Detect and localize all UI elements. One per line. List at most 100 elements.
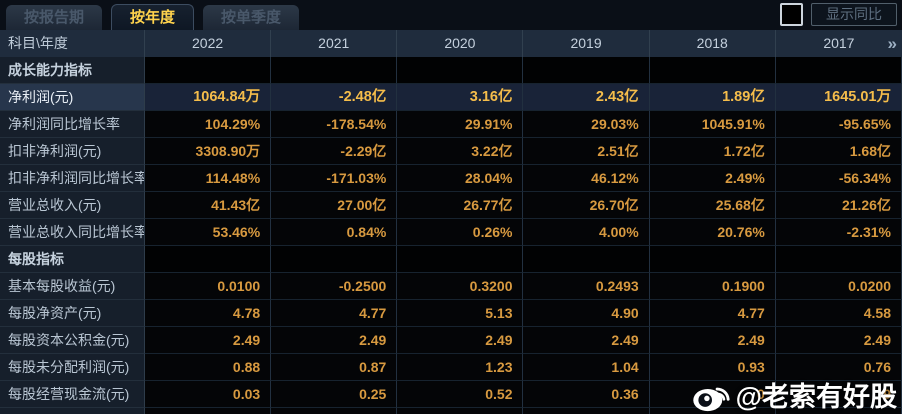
value-cell xyxy=(145,57,272,84)
value-cell: 2.49% xyxy=(649,165,776,192)
value-cell: 53.46% xyxy=(145,219,272,246)
value-cell: 2.49 xyxy=(145,327,272,354)
table-row: 每股未分配利润(元) 0.88 0.87 1.23 1.04 0.93 0.76 xyxy=(0,354,902,381)
value-cell: 3.22亿 xyxy=(397,138,524,165)
row-label-cell: 每股经营现金流(元) xyxy=(0,381,145,408)
year-header-2020[interactable]: 2020 xyxy=(397,30,524,57)
show-yoy-checkbox[interactable] xyxy=(780,2,803,26)
tab-by-quarter[interactable]: 按单季度 xyxy=(203,5,300,30)
value-cell: -171.03% xyxy=(271,165,398,192)
value-cell xyxy=(145,246,272,273)
value-cell: 2.49 xyxy=(271,327,398,354)
year-header-2017[interactable]: 2017» xyxy=(776,30,902,57)
value-cell: 0.93 xyxy=(649,354,776,381)
value-cell: 4.00% xyxy=(523,219,650,246)
row-label-cell: 每股资本公积金(元) xyxy=(0,327,145,354)
value-cell: 1645.01万 xyxy=(775,84,902,111)
row-label-cell: 扣非净利润(元) xyxy=(0,138,145,165)
value-cell: 1.89亿 xyxy=(649,84,776,111)
value-cell: 0.3200 xyxy=(397,273,524,300)
value-cell: -2.29亿 xyxy=(271,138,398,165)
value-cell: -56.34% xyxy=(775,165,902,192)
value-cell: 2.49 xyxy=(775,327,902,354)
row-label-cell: 每股未分配利润(元) xyxy=(0,354,145,381)
tab-by-report-period[interactable]: 按报告期 xyxy=(6,5,103,30)
row-label-cell: 净利润(元) xyxy=(0,84,145,111)
value-cell xyxy=(523,57,650,84)
value-cell: -178.54% xyxy=(271,111,398,138)
value-cell: 0.2493 xyxy=(523,273,650,300)
value-cell xyxy=(775,57,902,84)
value-cell: 0.84% xyxy=(271,219,398,246)
value-cell: 26.70亿 xyxy=(523,192,650,219)
value-cell: 4.78 xyxy=(145,300,272,327)
value-cell: 0.1900 xyxy=(649,273,776,300)
value-cell: -95.65% xyxy=(775,111,902,138)
value-cell xyxy=(649,57,776,84)
value-cell: 29.03% xyxy=(523,111,650,138)
value-cell xyxy=(271,57,398,84)
row-label-cell: 成长能力指标 xyxy=(0,57,145,84)
value-cell: 2.49 xyxy=(397,327,524,354)
value-cell: 9 xyxy=(775,381,902,408)
value-cell: 1064.84万 xyxy=(145,84,272,111)
year-header-2018[interactable]: 2018 xyxy=(650,30,776,57)
row-label-cell: 每股指标 xyxy=(0,246,145,273)
year-header-2019[interactable]: 2019 xyxy=(523,30,650,57)
table-row xyxy=(0,408,902,414)
value-cell: 25.68亿 xyxy=(649,192,776,219)
value-cell: 5.13 xyxy=(397,300,524,327)
year-header-2022[interactable]: 2022 xyxy=(145,30,272,57)
table-row: 每股净资产(元) 4.78 4.77 5.13 4.90 4.77 4.58 xyxy=(0,300,902,327)
section-row: 成长能力指标 xyxy=(0,57,902,84)
value-cell: 1045.91% xyxy=(649,111,776,138)
table-body: 成长能力指标 净利润(元) 1064.84万 -2.48亿 3.16亿 2.43亿 1.89… xyxy=(0,57,902,414)
value-cell: 46.12% xyxy=(523,165,650,192)
table-row: 扣非净利润(元) 3308.90万 -2.29亿 3.22亿 2.51亿 1.72亿 1.6… xyxy=(0,138,902,165)
value-cell: 4.90 xyxy=(523,300,650,327)
table-row: 营业总收入同比增长率 53.46% 0.84% 0.26% 4.00% 20.76% -2.… xyxy=(0,219,902,246)
value-cell xyxy=(775,408,902,414)
corner-header-cell: 科目\年度 xyxy=(0,30,145,57)
table-row: 每股资本公积金(元) 2.49 2.49 2.49 2.49 2.49 2.49 xyxy=(0,327,902,354)
value-cell: 1.68亿 xyxy=(775,138,902,165)
value-cell xyxy=(775,246,902,273)
table-row: 扣非净利润同比增长率 114.48% -171.03% 28.04% 46.12% 2.4… xyxy=(0,165,902,192)
value-cell: 104.29% xyxy=(145,111,272,138)
value-cell: 0 xyxy=(649,381,776,408)
row-label-cell xyxy=(0,408,145,414)
table-row: 基本每股收益(元) 0.0100 -0.2500 0.3200 0.2493 0.1900… xyxy=(0,273,902,300)
value-cell xyxy=(523,246,650,273)
value-cell xyxy=(271,246,398,273)
value-cell: 1.72亿 xyxy=(649,138,776,165)
value-cell: 2.49 xyxy=(649,327,776,354)
value-cell: 27.00亿 xyxy=(271,192,398,219)
value-cell xyxy=(397,408,524,414)
value-cell: 4.77 xyxy=(271,300,398,327)
value-cell: 0.03 xyxy=(145,381,272,408)
value-cell: 1.23 xyxy=(397,354,524,381)
year-header-2021[interactable]: 2021 xyxy=(271,30,398,57)
period-tab-bar: 按报告期 按年度 按单季度 显示同比 xyxy=(0,0,902,30)
row-label-cell: 扣非净利润同比增长率 xyxy=(0,165,145,192)
row-label-cell: 基本每股收益(元) xyxy=(0,273,145,300)
value-cell xyxy=(397,57,524,84)
value-cell: 3308.90万 xyxy=(145,138,272,165)
value-cell: 28.04% xyxy=(397,165,524,192)
value-cell xyxy=(523,408,650,414)
value-cell: 0.0200 xyxy=(775,273,902,300)
value-cell: 0.52 xyxy=(397,381,524,408)
table-row: 每股经营现金流(元) 0.03 0.25 0.52 0.36 0 9 xyxy=(0,381,902,408)
tab-by-year[interactable]: 按年度 xyxy=(111,4,195,30)
more-years-icon[interactable]: » xyxy=(887,34,898,53)
value-cell: 0.88 xyxy=(145,354,272,381)
row-label-cell: 净利润同比增长率 xyxy=(0,111,145,138)
value-cell: -2.31% xyxy=(775,219,902,246)
table-row: 净利润同比增长率 104.29% -178.54% 29.91% 29.03% 1045.… xyxy=(0,111,902,138)
value-cell xyxy=(271,408,398,414)
value-cell xyxy=(145,408,272,414)
value-cell: 2.49 xyxy=(523,327,650,354)
show-yoy-button[interactable]: 显示同比 xyxy=(811,3,897,26)
value-cell: 0.0100 xyxy=(145,273,272,300)
